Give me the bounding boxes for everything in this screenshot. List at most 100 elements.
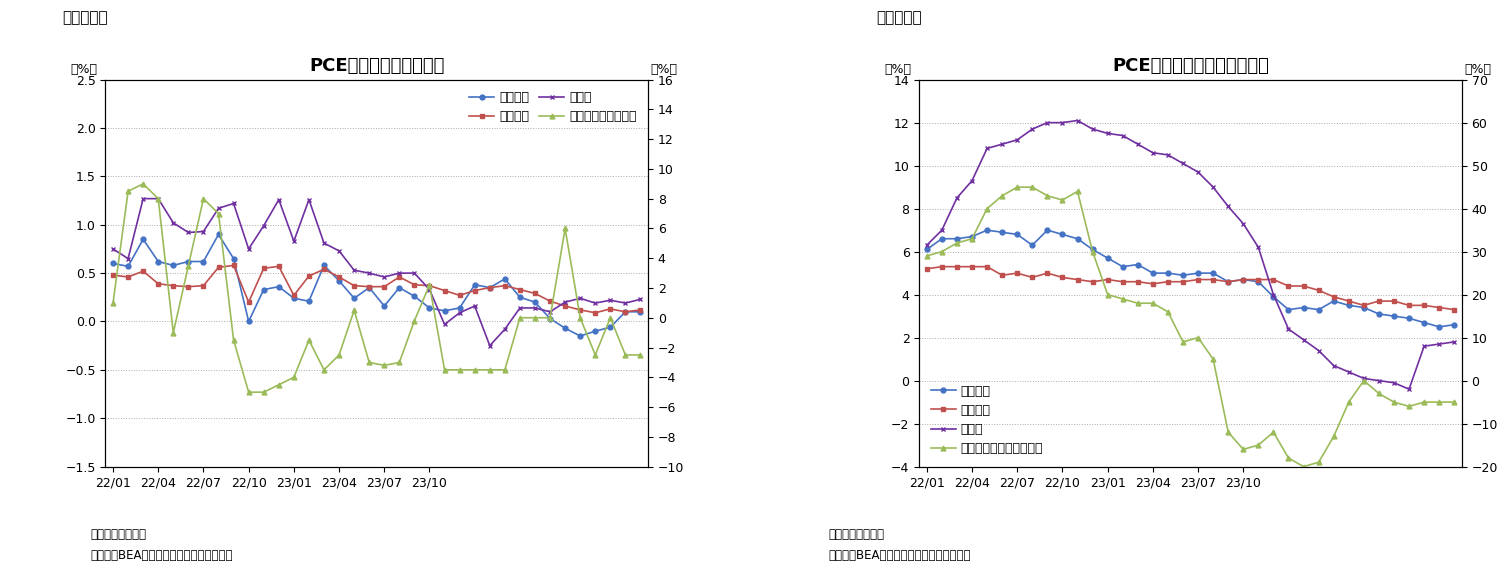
エネルギー（右軸） [601,314,619,321]
コア指数 [963,263,981,270]
総合指数 [481,284,499,291]
コア指数 [601,306,619,312]
食料品 [918,242,936,249]
総合指数 [993,229,1011,236]
コア指数 [1325,294,1343,300]
エネルギー（右軸） [104,299,122,306]
エネルギー関連（右軸） [1159,308,1177,315]
Line: 総合指数: 総合指数 [924,228,1457,329]
食料品 [436,321,454,328]
食料品 [1325,362,1343,369]
エネルギー関連（右軸） [1340,399,1358,406]
エネルギー関連（右軸） [1249,442,1267,448]
総合指数 [285,295,303,302]
エネルギー（右軸） [270,381,288,388]
エネルギー（右軸） [556,225,574,232]
食料品 [1084,126,1102,133]
エネルギー関連（右軸） [1144,300,1162,307]
コア指数 [345,282,363,289]
総合指数 [225,255,243,262]
Line: 総合指数: 総合指数 [110,232,643,339]
コア指数 [1068,276,1087,283]
エネルギー（右軸） [511,314,529,321]
エネルギー関連（右軸） [1023,184,1041,191]
総合指数 [1189,270,1207,277]
総合指数 [360,284,378,291]
コア指数 [119,274,137,281]
コア指数 [436,287,454,294]
食料品 [963,178,981,184]
コア指数 [451,292,469,299]
エネルギー関連（右軸） [918,253,936,259]
総合指数 [420,304,439,311]
食料品 [1340,369,1358,376]
コア指数 [1099,276,1117,283]
総合指数 [1340,302,1358,309]
Text: （資料）BEAよりニッセイ基礎研究所作成: （資料）BEAよりニッセイ基礎研究所作成 [90,549,234,562]
総合指数 [209,231,228,238]
エネルギー（右軸） [315,366,333,373]
食料品 [586,300,604,307]
食料品 [1053,119,1071,126]
エネルギー関連（右軸） [963,236,981,242]
総合指数 [1445,321,1463,328]
Text: （資料）BEAよりニッセイ基礎研究所作成: （資料）BEAよりニッセイ基礎研究所作成 [829,549,972,562]
コア指数 [511,286,529,293]
エネルギー（右軸） [541,314,559,321]
エネルギー（右軸） [390,359,408,366]
総合指数 [1295,304,1313,311]
食料品 [345,267,363,274]
コア指数 [1189,276,1207,283]
エネルギー関連（右軸） [1114,295,1132,302]
コア指数 [1385,298,1403,304]
Legend: 総合指数, コア指数, 食料品, エネルギー関連（右軸）: 総合指数, コア指数, 食料品, エネルギー関連（右軸） [925,380,1047,460]
総合指数 [918,246,936,253]
コア指数 [586,310,604,316]
エネルギー（右軸） [405,318,423,324]
コア指数 [1053,274,1071,281]
総合指数 [616,308,634,315]
食料品 [571,295,589,302]
総合指数 [1053,231,1071,238]
総合指数 [1084,246,1102,253]
エネルギー関連（右軸） [1174,339,1192,345]
エネルギー関連（右軸） [1129,300,1147,307]
エネルギー関連（右軸） [1445,399,1463,406]
食料品 [420,286,439,293]
食料品 [1008,137,1026,143]
食料品 [1129,141,1147,147]
食料品 [1068,117,1087,124]
総合指数 [948,236,966,242]
食料品 [209,205,228,212]
エネルギー（右軸） [496,366,514,373]
コア指数 [1310,287,1328,294]
食料品 [240,246,258,253]
エネルギー関連（右軸） [1295,463,1313,470]
コア指数 [978,263,996,270]
Line: エネルギー関連（右軸）: エネルギー関連（右軸） [924,185,1457,469]
コア指数 [948,263,966,270]
エネルギー（右軸） [330,352,348,358]
総合指数 [164,262,182,269]
Title: PCE価格指数（前年同月比）: PCE価格指数（前年同月比） [1112,57,1269,75]
コア指数 [179,283,197,290]
コア指数 [360,283,378,290]
エネルギー（右軸） [436,366,454,373]
コア指数 [1415,302,1433,309]
エネルギー関連（右軸） [1355,377,1373,384]
総合指数 [526,299,544,306]
コア指数 [1204,276,1222,283]
食料品 [1219,203,1237,210]
食料品 [104,246,122,253]
エネルギー（右軸） [345,307,363,314]
コア指数 [631,307,650,314]
エネルギー（右軸） [149,195,167,202]
Text: （%）: （%） [885,63,912,76]
総合指数 [134,236,152,242]
総合指数 [1114,263,1132,270]
食料品 [616,300,634,307]
総合指数 [466,281,484,288]
食料品 [1038,119,1056,126]
コア指数 [1144,281,1162,287]
エネルギー関連（右軸） [993,192,1011,199]
